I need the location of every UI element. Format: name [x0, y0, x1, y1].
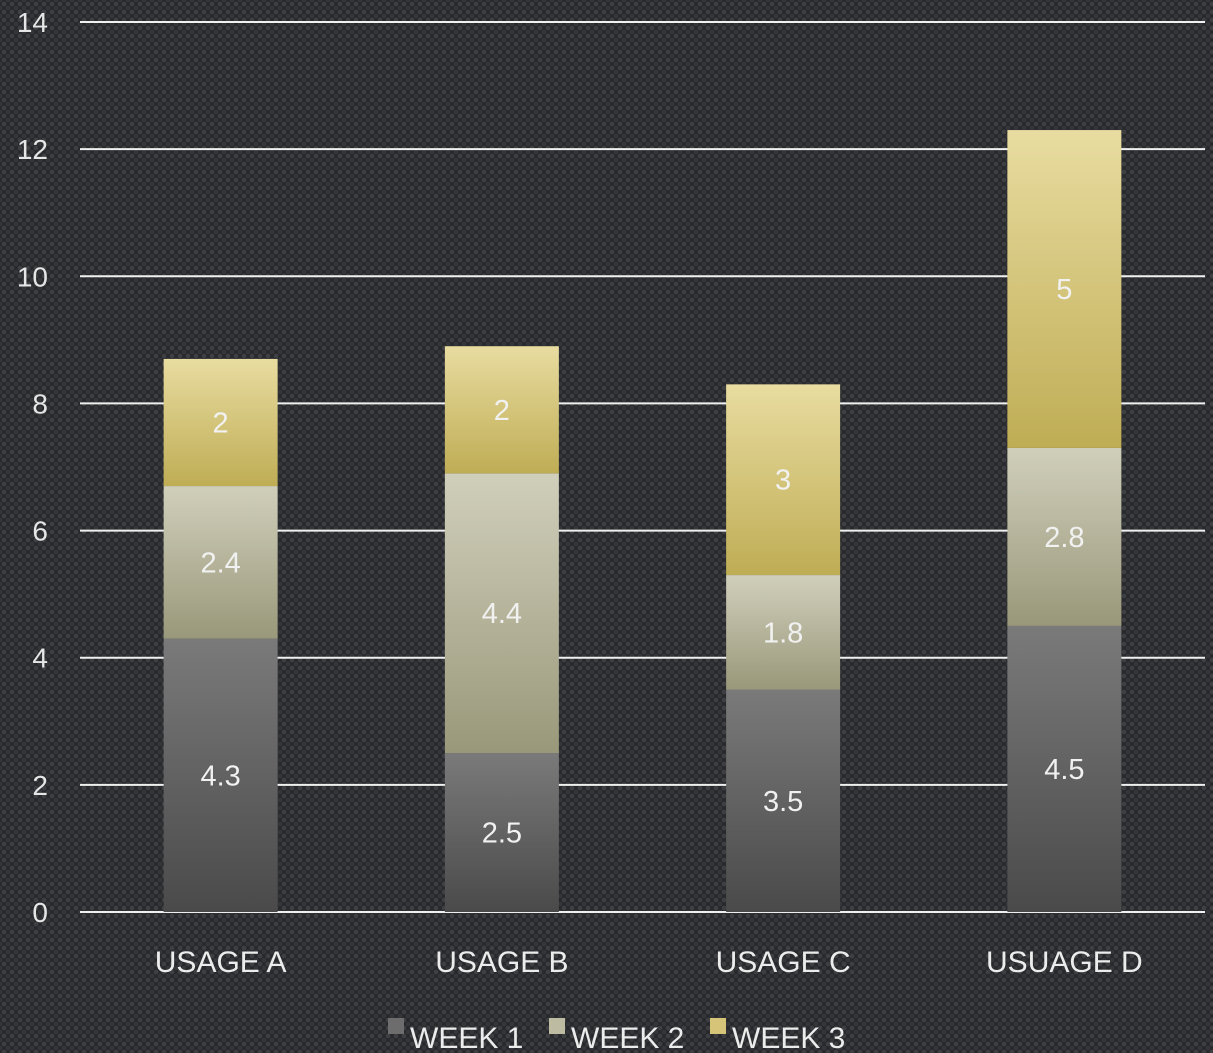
data-label: 4.4 — [482, 598, 522, 630]
bar-segment — [1007, 130, 1122, 448]
axis-layer: 0 2 4 6 8 10 12 14 USAGE A USAGE B USAGE C USUAGE D — [17, 7, 1143, 979]
x-tick-label: USAGE B — [435, 946, 568, 979]
x-tick-label: USAGE C — [716, 946, 851, 979]
data-label: 2 — [213, 408, 229, 440]
legend-swatch — [710, 1018, 726, 1034]
legend-label: WEEK 2 — [571, 1022, 684, 1053]
data-label: 2.5 — [482, 818, 522, 850]
y-tick-label: 4 — [32, 643, 48, 674]
data-label: 1.8 — [763, 617, 803, 649]
bar-layer — [163, 130, 1122, 912]
x-tick-label: USUAGE D — [986, 946, 1143, 979]
legend: WEEK 1 WEEK 2 WEEK 3 — [388, 1018, 845, 1053]
bar-segment — [726, 575, 841, 690]
label-layer: 4.3 2.4 2 2.5 4.4 2 3.5 1.8 3 4.5 2.8 5 — [200, 274, 1084, 850]
y-tick-label: 14 — [17, 7, 48, 38]
bar-segment — [1007, 625, 1122, 912]
legend-label: WEEK 3 — [732, 1022, 845, 1053]
data-label: 3.5 — [763, 786, 803, 818]
bar-segment — [726, 689, 841, 912]
y-tick-label: 10 — [17, 261, 48, 292]
data-label: 2.4 — [200, 547, 240, 579]
y-tick-label: 2 — [32, 770, 48, 801]
bar-segment — [444, 346, 559, 474]
bar-segment — [163, 486, 278, 639]
y-tick-label: 12 — [17, 134, 48, 165]
legend-swatch — [549, 1018, 565, 1034]
legend-label: WEEK 1 — [410, 1022, 523, 1053]
data-label: 5 — [1056, 274, 1072, 306]
data-label: 2.8 — [1044, 522, 1084, 554]
y-tick-label: 0 — [32, 897, 48, 928]
data-label: 4.3 — [200, 760, 240, 792]
data-label: 3 — [775, 465, 791, 497]
y-tick-label: 8 — [32, 388, 48, 419]
y-tick-label: 6 — [32, 516, 48, 547]
x-tick-label: USAGE A — [155, 946, 287, 979]
bar-segment — [726, 384, 841, 576]
legend-swatch — [388, 1018, 404, 1034]
bar-segment — [163, 638, 278, 912]
bar-segment — [163, 358, 278, 487]
bar-segment — [1007, 447, 1122, 626]
bar-segment — [444, 473, 559, 754]
bar-segment — [444, 753, 559, 912]
data-label: 4.5 — [1044, 754, 1084, 786]
data-label: 2 — [494, 395, 510, 427]
